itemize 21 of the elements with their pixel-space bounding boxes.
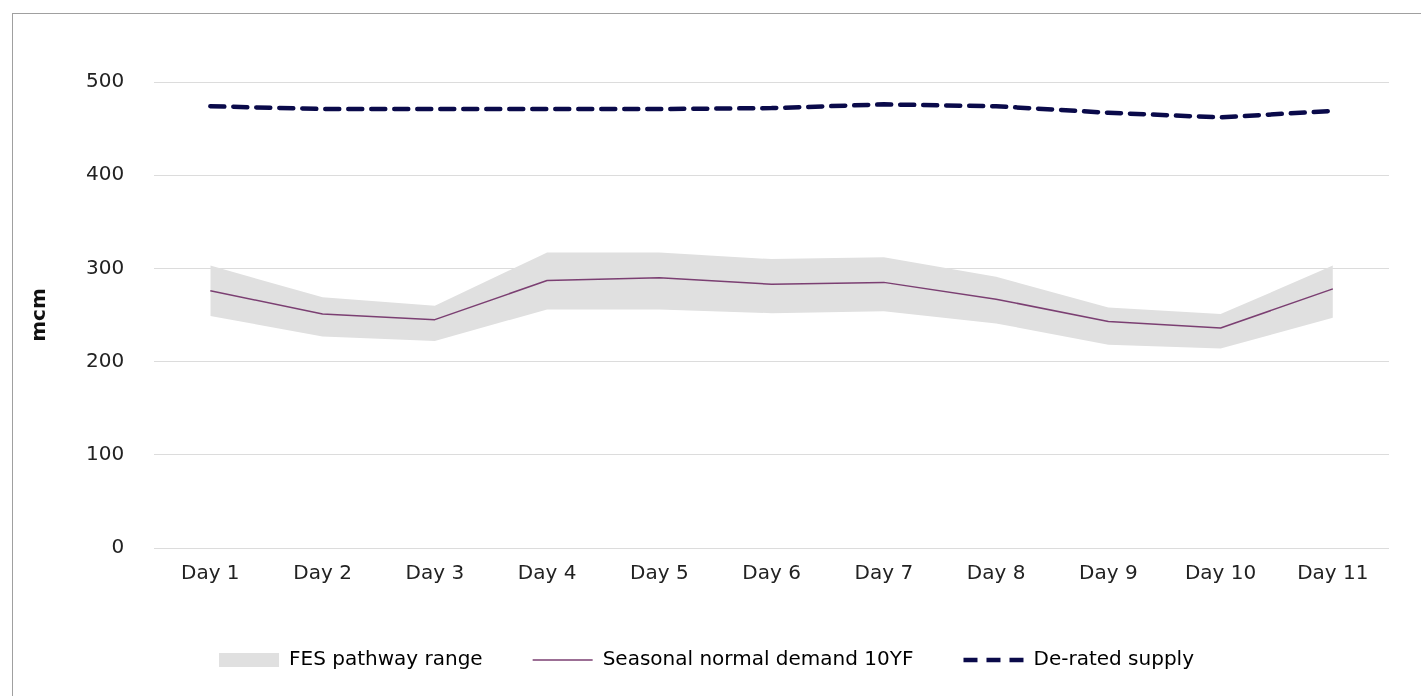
y-tick-label: 100 [85,441,125,465]
x-tick-label: Day 5 [630,560,689,585]
legend-label: FES pathway range [289,646,483,671]
x-tick-label: Day 7 [854,560,914,585]
legend-label: De-rated supply [1033,646,1195,671]
y-tick-label: 300 [85,254,125,279]
x-tick-label: Day 8 [966,560,1026,585]
x-tick-label: Day 1 [181,560,240,585]
x-tick-label: Day 11 [1297,560,1369,585]
y-tick-label: 500 [85,68,125,93]
x-tick-label: Day 3 [405,560,465,585]
x-tick-label: Day 4 [517,560,577,585]
x-tick-label: Day 10 [1184,560,1257,585]
y-axis-title: mcm [26,288,51,342]
x-tick-label: Day 9 [1079,560,1138,585]
y-tick-label: 200 [85,347,125,372]
legend-label: Seasonal normal demand 10YF [602,646,914,671]
y-tick-label: 0 [111,534,125,559]
x-tick-label: Day 2 [293,560,352,585]
x-tick-label: Day 6 [742,560,801,585]
y-tick-label: 400 [85,161,125,186]
